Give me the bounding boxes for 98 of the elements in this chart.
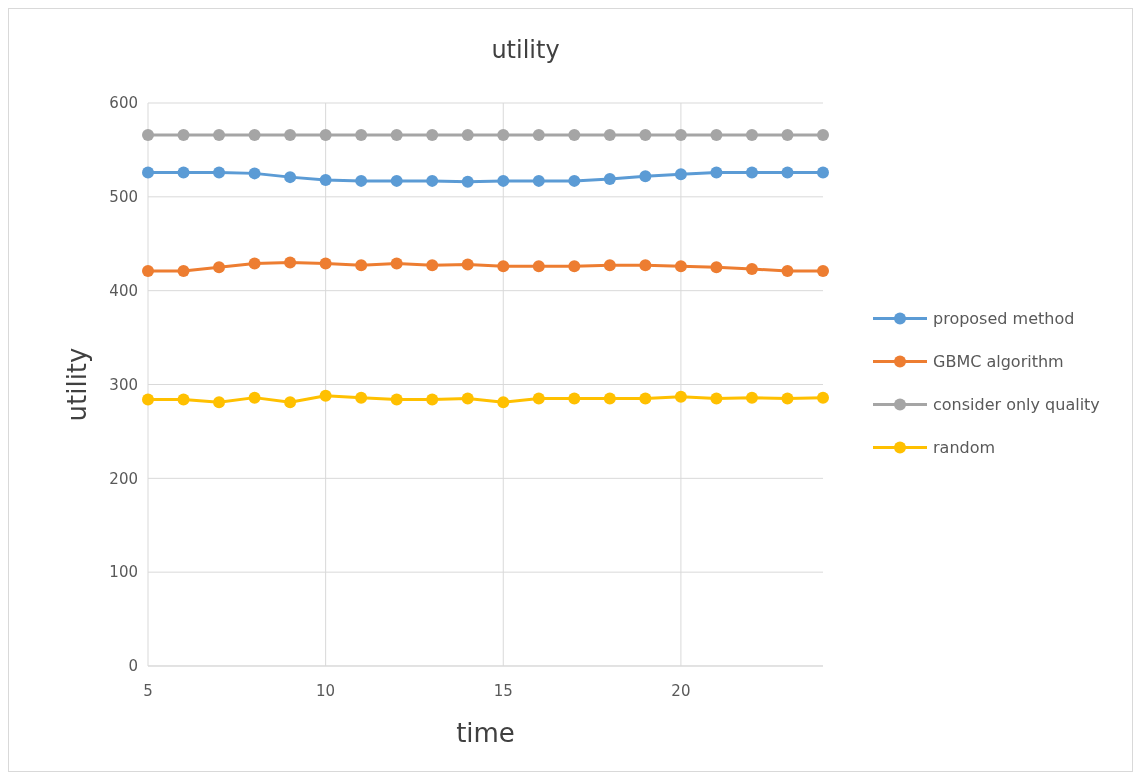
point: [710, 128, 723, 141]
point: [745, 391, 758, 404]
point: [568, 260, 581, 273]
point: [817, 264, 829, 277]
point: [284, 396, 297, 409]
point: [284, 256, 297, 269]
point: [284, 128, 297, 141]
chart-title: utility: [491, 36, 560, 64]
point: [532, 260, 545, 273]
point: [142, 128, 154, 141]
point: [497, 260, 510, 273]
y-tick-label: 0: [128, 657, 138, 676]
point: [390, 257, 403, 270]
point: [390, 174, 403, 187]
point: [745, 128, 758, 141]
point: [426, 128, 439, 141]
x-axis-title: time: [456, 718, 515, 748]
legend-label: GBMC algorithm: [933, 352, 1064, 372]
point: [177, 128, 190, 141]
point: [426, 393, 439, 406]
point: [639, 392, 652, 405]
point: [674, 168, 687, 181]
point: [319, 173, 332, 186]
point: [568, 392, 581, 405]
point: [497, 396, 510, 409]
point: [248, 167, 261, 180]
point: [177, 264, 190, 277]
point: [355, 174, 368, 187]
y-tick-label: 200: [109, 469, 138, 488]
point: [710, 392, 723, 405]
point: [426, 174, 439, 187]
point: [461, 175, 474, 188]
point: [817, 391, 829, 404]
point: [213, 166, 226, 179]
y-tick-label: 300: [109, 375, 138, 394]
point: [461, 392, 474, 405]
point: [674, 390, 687, 403]
point: [781, 128, 794, 141]
point: [568, 128, 581, 141]
point: [248, 128, 261, 141]
point: [319, 128, 332, 141]
point: [817, 128, 829, 141]
point: [781, 166, 794, 179]
point: [603, 392, 616, 405]
point: [284, 171, 297, 184]
point: [603, 128, 616, 141]
point: [497, 174, 510, 187]
point: [355, 391, 368, 404]
point: [142, 393, 154, 406]
y-tick-label: 500: [109, 188, 138, 207]
point: [532, 392, 545, 405]
point: [355, 128, 368, 141]
point: [745, 263, 758, 276]
legend-label: random: [933, 438, 996, 458]
legend-label: consider only quality: [933, 395, 1100, 415]
point: [603, 173, 616, 186]
point: [745, 166, 758, 179]
x-tick-label: 15: [493, 682, 513, 700]
point: [532, 128, 545, 141]
point: [603, 259, 616, 272]
point: [177, 166, 190, 179]
point: [213, 261, 226, 274]
point: [568, 174, 581, 187]
point: [213, 128, 226, 141]
point: [390, 128, 403, 141]
x-tick-label: 10: [316, 682, 336, 700]
point: [390, 393, 403, 406]
point: [674, 260, 687, 273]
point: [674, 128, 687, 141]
point: [248, 391, 261, 404]
point: [639, 128, 652, 141]
y-axis-title: utility: [62, 347, 92, 422]
point: [426, 259, 439, 272]
y-tick-label: 400: [109, 281, 138, 300]
point: [497, 128, 510, 141]
point: [710, 261, 723, 274]
point: [319, 257, 332, 270]
point: [142, 264, 154, 277]
x-tick-label: 20: [671, 682, 691, 700]
point: [781, 392, 794, 405]
point: [177, 393, 190, 406]
legend-label: proposed method: [933, 309, 1075, 329]
point: [639, 259, 652, 272]
point: [781, 264, 794, 277]
point: [710, 166, 723, 179]
point: [461, 258, 474, 271]
point: [248, 257, 261, 270]
y-tick-label: 600: [109, 94, 138, 113]
point: [817, 166, 829, 179]
point: [461, 128, 474, 141]
point: [532, 174, 545, 187]
point: [319, 389, 332, 402]
x-tick-label: 5: [143, 682, 153, 700]
point: [639, 170, 652, 183]
point: [355, 259, 368, 272]
point: [213, 396, 226, 409]
point: [142, 166, 154, 179]
y-tick-label: 100: [109, 563, 138, 582]
